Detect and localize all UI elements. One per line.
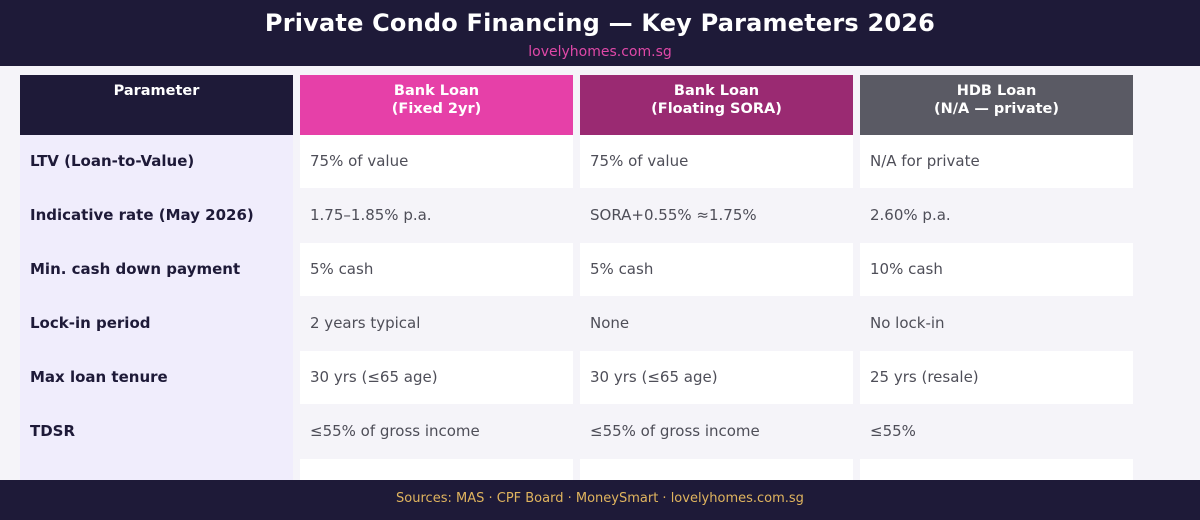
- parameter-column-background: [20, 135, 293, 480]
- page-title: Private Condo Financing — Key Parameters…: [264, 9, 936, 37]
- row-label-ltv: LTV (Loan-to-Value): [30, 152, 195, 170]
- column-header-line1: Parameter: [113, 83, 200, 99]
- cell-floating: 30 yrs (≤65 age): [590, 368, 718, 386]
- cell-hdb: 10% cash: [870, 260, 943, 278]
- cell-fixed: 5% cash: [310, 260, 374, 278]
- cell-background: [580, 243, 853, 296]
- cell-background: [580, 135, 853, 188]
- row-label-tenure: Max loan tenure: [30, 368, 168, 386]
- cell-fixed: 1.75–1.85% p.a.: [310, 206, 432, 224]
- cell-fixed: 2 years typical: [310, 314, 421, 332]
- cell-background: [580, 351, 853, 404]
- cell-hdb: No lock-in: [870, 314, 945, 332]
- cell-background: [580, 459, 853, 480]
- column-header-line1: Bank Loan: [673, 83, 760, 99]
- column-header-bank-floating: Bank Loan (Floating SORA): [580, 75, 853, 135]
- site-name: lovelyhomes.com.sg: [528, 44, 672, 60]
- parameters-table: Parameter Bank Loan (Fixed 2yr) Bank Loa…: [0, 66, 1200, 480]
- row-label-tdsr: TDSR: [30, 422, 76, 440]
- row-label-lock-in: Lock-in period: [30, 314, 151, 332]
- cell-background: [860, 459, 1133, 480]
- cell-hdb: 2.60% p.a.: [870, 206, 951, 224]
- cell-background: [300, 351, 573, 404]
- page-header: Private Condo Financing — Key Parameters…: [0, 0, 1200, 66]
- row-label-rate: Indicative rate (May 2026): [30, 206, 254, 224]
- column-header-hdb: HDB Loan (N/A — private): [860, 75, 1133, 135]
- column-header-bank-fixed: Bank Loan (Fixed 2yr): [300, 75, 573, 135]
- cell-background: [300, 243, 573, 296]
- cell-hdb: N/A for private: [870, 152, 980, 170]
- cell-floating: SORA+0.55% ≈1.75%: [590, 206, 757, 224]
- cell-floating: 75% of value: [590, 152, 689, 170]
- cell-background: [860, 243, 1133, 296]
- cell-floating: None: [590, 314, 630, 332]
- cell-background: [300, 135, 573, 188]
- cell-floating: 5% cash: [590, 260, 654, 278]
- column-header-line2: (N/A — private): [933, 101, 1059, 117]
- cell-floating: ≤55% of gross income: [590, 422, 760, 440]
- row-label-down-payment: Min. cash down payment: [30, 260, 241, 278]
- cell-background: [860, 135, 1133, 188]
- column-header-line1: Bank Loan: [393, 83, 480, 99]
- cell-background: [860, 351, 1133, 404]
- column-header-parameter: Parameter: [20, 75, 293, 135]
- sources-footer: Sources: MAS · CPF Board · MoneySmart · …: [0, 480, 1200, 520]
- column-header-line2: (Fixed 2yr): [391, 101, 482, 117]
- column-header-line1: HDB Loan: [956, 83, 1037, 99]
- cell-background: [300, 459, 573, 480]
- cell-fixed: 30 yrs (≤65 age): [310, 368, 438, 386]
- cell-fixed: 75% of value: [310, 152, 409, 170]
- column-header-line2: (Floating SORA): [651, 101, 782, 117]
- cell-hdb: 25 yrs (resale): [870, 368, 979, 386]
- cell-fixed: ≤55% of gross income: [310, 422, 480, 440]
- cell-hdb: ≤55%: [870, 422, 916, 440]
